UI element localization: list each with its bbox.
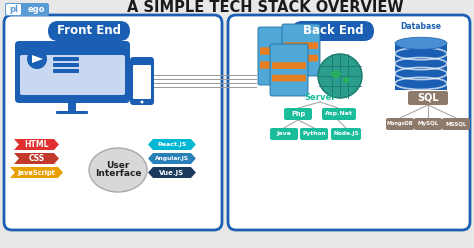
FancyBboxPatch shape — [20, 55, 125, 95]
FancyBboxPatch shape — [322, 108, 356, 120]
FancyBboxPatch shape — [15, 41, 130, 103]
Polygon shape — [148, 167, 196, 178]
Text: Vue.JS: Vue.JS — [159, 169, 184, 176]
Text: Node.JS: Node.JS — [333, 131, 359, 136]
FancyBboxPatch shape — [414, 118, 442, 130]
FancyBboxPatch shape — [284, 55, 318, 62]
Text: CSS: CSS — [28, 154, 45, 163]
Ellipse shape — [395, 37, 447, 49]
Polygon shape — [32, 55, 43, 63]
Text: Php: Php — [291, 111, 305, 117]
FancyBboxPatch shape — [272, 75, 306, 81]
FancyBboxPatch shape — [133, 65, 151, 99]
FancyBboxPatch shape — [282, 24, 320, 76]
Text: Python: Python — [302, 131, 326, 136]
Text: Java: Java — [277, 131, 292, 136]
Text: MySQL: MySQL — [418, 122, 438, 126]
FancyBboxPatch shape — [270, 128, 298, 140]
Text: Database: Database — [401, 22, 441, 31]
FancyBboxPatch shape — [284, 108, 312, 120]
Text: Interface: Interface — [95, 169, 141, 179]
Text: JavaScript: JavaScript — [18, 169, 55, 176]
Ellipse shape — [89, 148, 147, 192]
FancyBboxPatch shape — [260, 47, 294, 55]
FancyBboxPatch shape — [442, 118, 470, 130]
Polygon shape — [148, 139, 196, 150]
Text: MSSQL: MSSQL — [445, 122, 467, 126]
FancyBboxPatch shape — [56, 111, 88, 114]
Text: Asp.Net: Asp.Net — [325, 112, 353, 117]
Text: ego: ego — [27, 5, 45, 14]
FancyBboxPatch shape — [331, 128, 361, 140]
Text: Server: Server — [304, 93, 336, 102]
Circle shape — [140, 100, 144, 103]
Text: SQL: SQL — [417, 93, 439, 103]
FancyBboxPatch shape — [284, 42, 318, 49]
Circle shape — [27, 49, 47, 69]
FancyBboxPatch shape — [4, 15, 222, 230]
FancyBboxPatch shape — [53, 69, 79, 73]
Polygon shape — [14, 153, 59, 164]
FancyBboxPatch shape — [386, 118, 414, 130]
FancyBboxPatch shape — [48, 21, 130, 41]
Text: Back End: Back End — [303, 25, 363, 37]
Text: Angular.JS: Angular.JS — [155, 156, 189, 161]
FancyBboxPatch shape — [228, 15, 470, 230]
FancyBboxPatch shape — [53, 51, 83, 55]
Text: Front End: Front End — [57, 25, 121, 37]
Text: HTML: HTML — [24, 140, 49, 149]
FancyBboxPatch shape — [130, 57, 154, 105]
FancyBboxPatch shape — [258, 27, 296, 85]
FancyBboxPatch shape — [6, 4, 21, 15]
FancyBboxPatch shape — [272, 62, 306, 69]
FancyBboxPatch shape — [270, 44, 308, 96]
FancyBboxPatch shape — [292, 21, 374, 41]
FancyBboxPatch shape — [53, 63, 79, 67]
Text: React.JS: React.JS — [157, 142, 187, 147]
Polygon shape — [148, 153, 196, 164]
Polygon shape — [14, 139, 59, 150]
Text: pl: pl — [9, 5, 18, 14]
FancyBboxPatch shape — [300, 128, 328, 140]
Text: User: User — [106, 161, 130, 171]
FancyBboxPatch shape — [53, 57, 79, 61]
FancyBboxPatch shape — [395, 43, 447, 90]
Text: MongoDB: MongoDB — [387, 122, 413, 126]
Text: A SIMPLE TECH STACK OVERVIEW: A SIMPLE TECH STACK OVERVIEW — [127, 0, 403, 15]
Circle shape — [318, 54, 362, 98]
Ellipse shape — [343, 77, 349, 83]
FancyBboxPatch shape — [5, 3, 49, 16]
FancyBboxPatch shape — [68, 102, 76, 112]
FancyBboxPatch shape — [260, 61, 294, 69]
Polygon shape — [10, 167, 63, 178]
FancyBboxPatch shape — [408, 91, 448, 105]
Ellipse shape — [331, 70, 341, 78]
